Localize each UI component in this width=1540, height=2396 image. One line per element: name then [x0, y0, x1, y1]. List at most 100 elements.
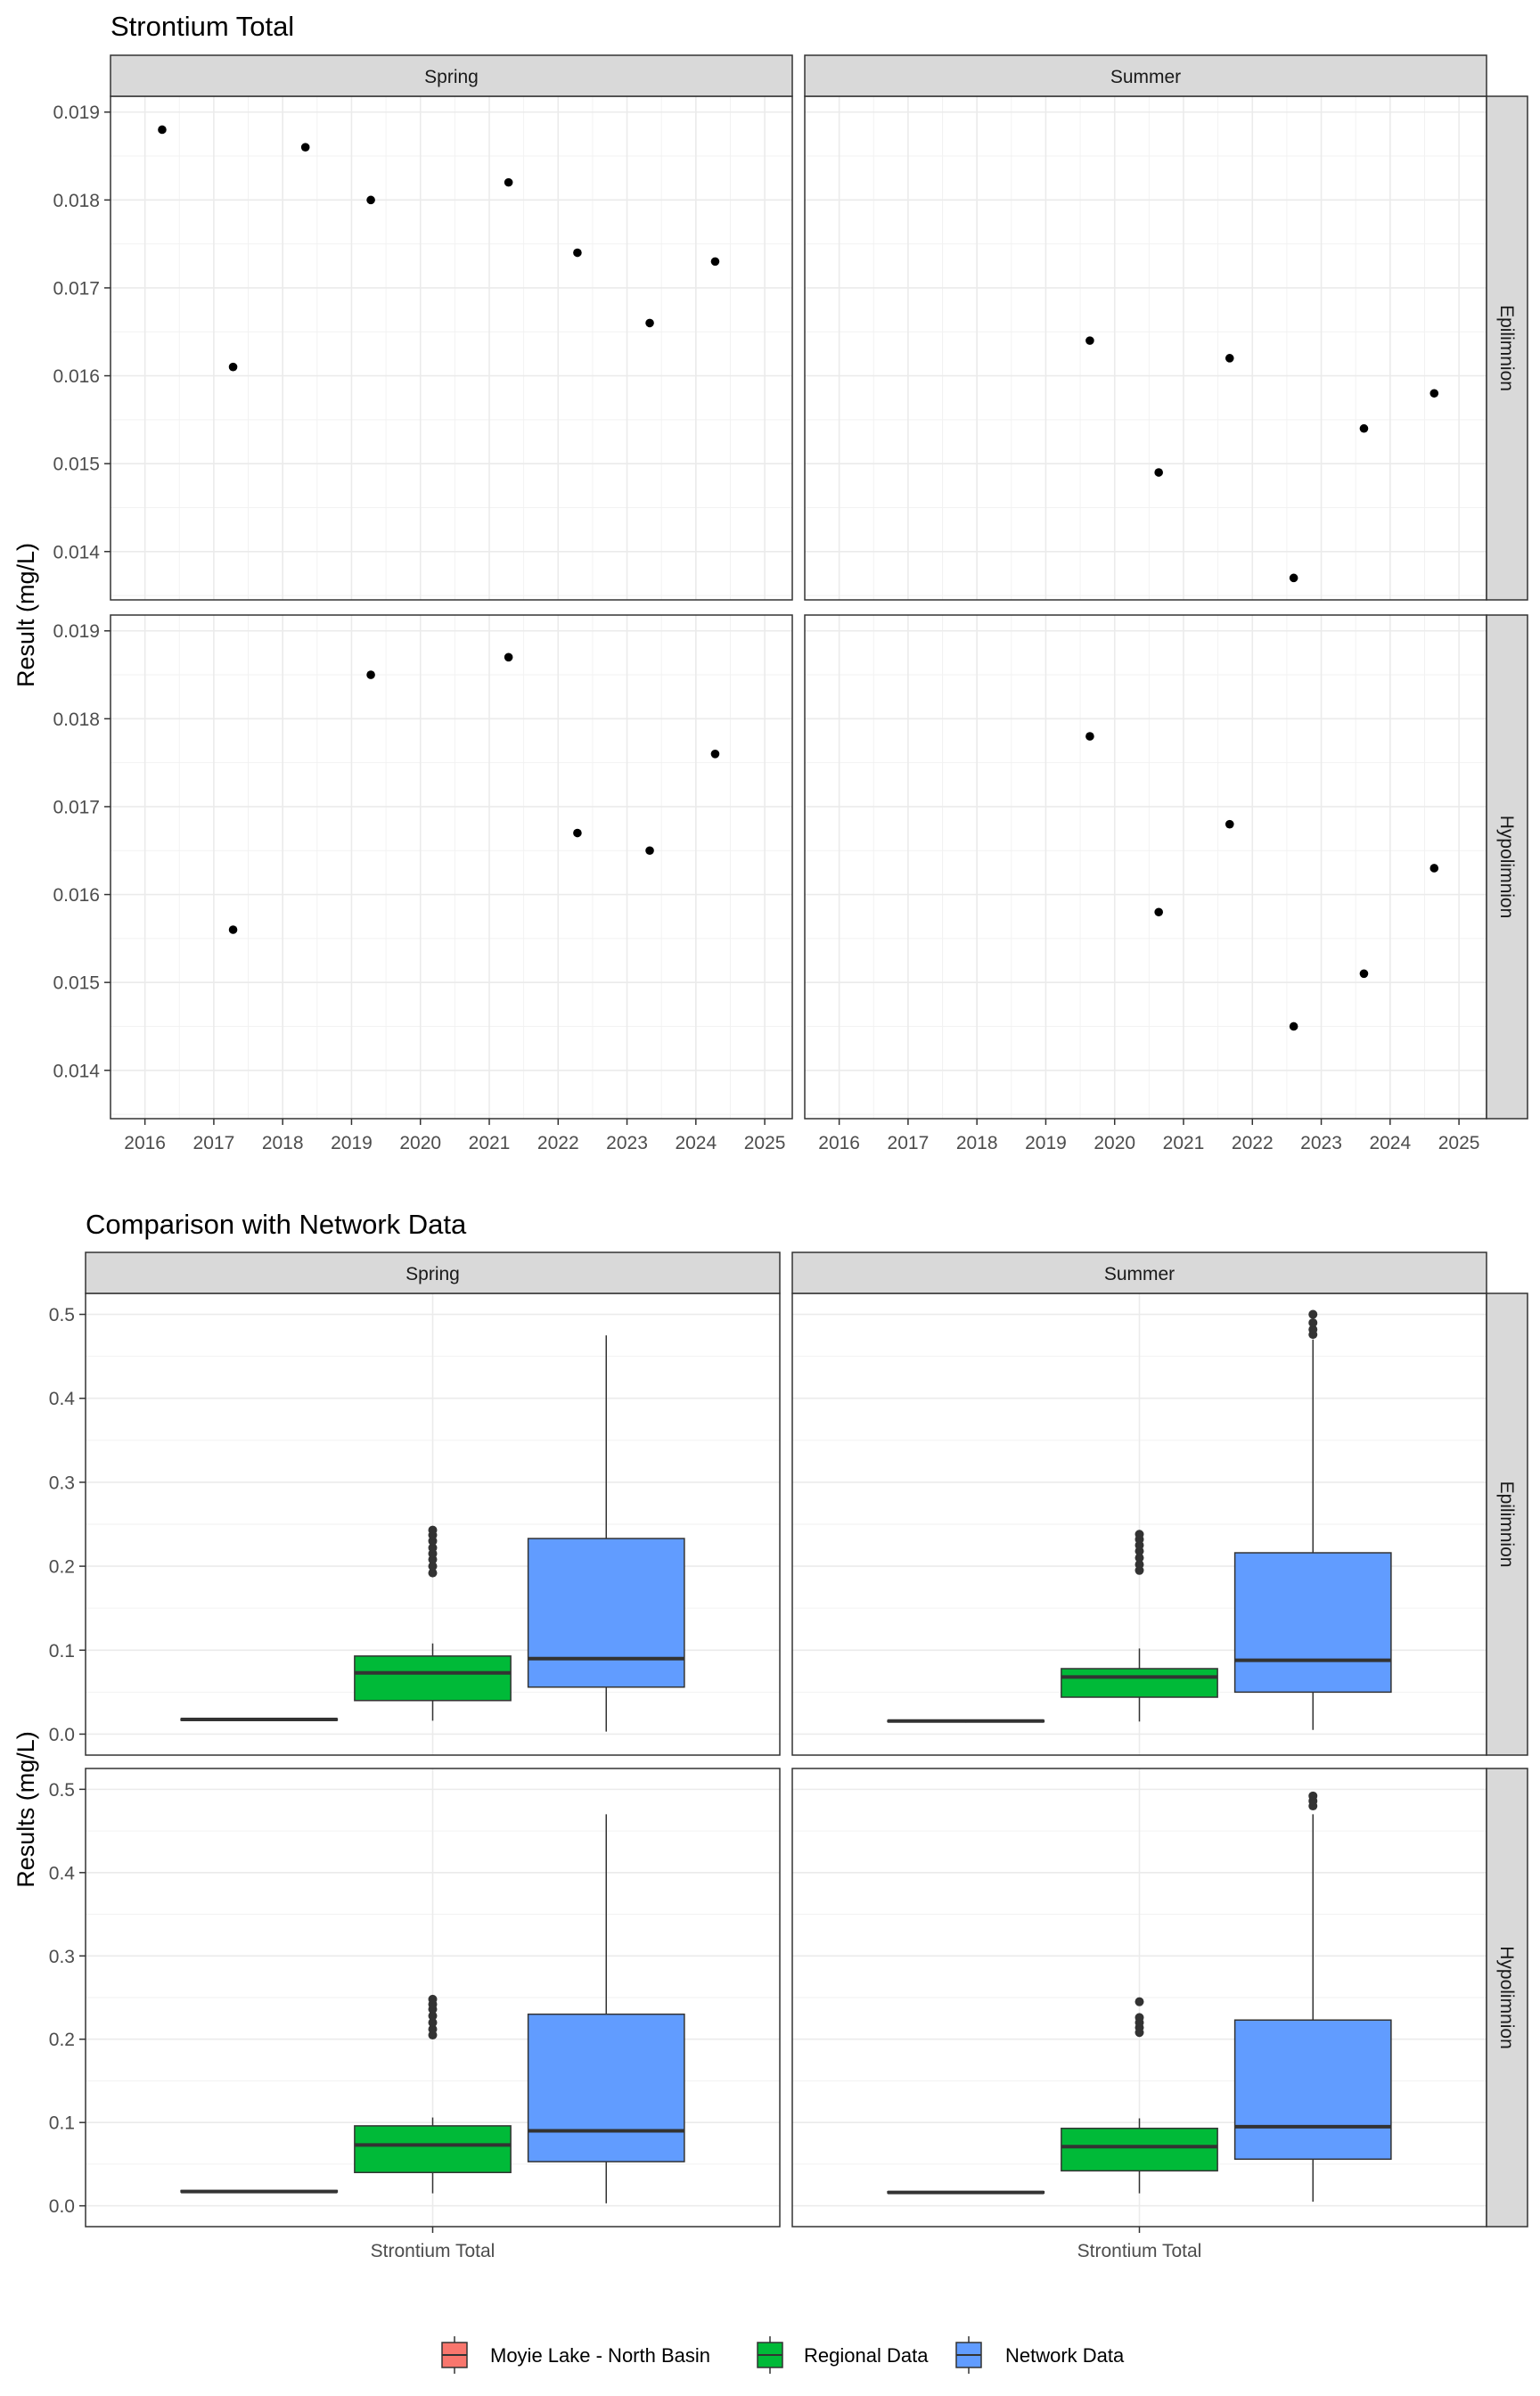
y-tick-label: 0.2 [49, 1557, 75, 1578]
box-iqr [1233, 2019, 1392, 2161]
legend-label-moyie-lake: Moyie Lake - North Basin [490, 2344, 710, 2367]
data-point [1429, 389, 1439, 398]
data-point [1225, 354, 1234, 363]
y-tick-label: 0.017 [53, 797, 100, 817]
legend-label-regional-data: Regional Data [804, 2344, 929, 2367]
box-strip-epilimnion-label: Epilimnion [1496, 1481, 1517, 1568]
box-strip-summer: Summer [791, 1251, 1487, 1294]
x-tick-label: 2025 [1438, 1133, 1480, 1153]
strip-hypolimnion: Hypolimnion [1486, 614, 1528, 1120]
x-tick-label: 2022 [537, 1133, 579, 1153]
data-point [366, 670, 375, 679]
box-iqr [354, 2125, 512, 2174]
data-point [710, 749, 720, 759]
data-point [366, 195, 375, 205]
box-network-data [1233, 1791, 1392, 2202]
data-point [1154, 468, 1163, 477]
x-tick-label: 2022 [1232, 1133, 1274, 1153]
y-tick-label: 0.018 [53, 191, 100, 211]
strip-summer-label: Summer [1110, 67, 1181, 87]
data-point [1085, 732, 1094, 741]
scatter-panel-spring-epilimnion [110, 95, 793, 601]
x-tick-label: 2025 [744, 1133, 786, 1153]
outlier-point [1135, 1530, 1144, 1539]
y-tick-label: 0.019 [53, 103, 100, 123]
data-point [573, 248, 582, 258]
box-x-tick-right: Strontium Total [1077, 2227, 1202, 2261]
y-tick-label: 0.016 [53, 885, 100, 906]
scatter-x-ticks-right: 2016 2017 2018 2019 2020 2021 2022 2023 2024 2025 [818, 1119, 1479, 1153]
outlier-point [1135, 1560, 1144, 1570]
y-tick-label: 0.015 [53, 455, 100, 475]
x-tick-label: 2018 [956, 1133, 998, 1153]
box-x-tick-label: Strontium Total [371, 2241, 496, 2261]
box-strip-summer-label: Summer [1104, 1264, 1175, 1284]
x-tick-label: 2020 [399, 1133, 441, 1153]
outlier-point [428, 1562, 438, 1571]
box-moyie-lake-north-basin [180, 1717, 339, 1721]
box-strip-epilimnion: Epilimnion [1486, 1292, 1528, 1756]
data-point [1154, 907, 1163, 917]
scatter-panel-spring-hypolimnion [110, 614, 793, 1120]
data-point [228, 362, 238, 372]
y-tick-label: 0.1 [49, 2113, 75, 2134]
data-point [300, 143, 310, 152]
y-tick-label: 0.2 [49, 2030, 75, 2050]
scatter-chart-title: Strontium Total [111, 11, 294, 42]
y-tick-label: 0.5 [49, 1305, 75, 1325]
x-tick-label: 2019 [331, 1133, 373, 1153]
x-tick-label: 2023 [606, 1133, 648, 1153]
scatter-x-ticks-left: 2016 2017 2018 2019 2020 2021 2022 2023 2024 2025 [124, 1119, 785, 1153]
box-iqr [1061, 2127, 1218, 2172]
scatter-y-ticks-top: 0.014 0.015 0.016 0.017 0.018 0.019 [53, 103, 111, 562]
y-tick-label: 0.3 [49, 1473, 75, 1493]
strip-spring: Spring [110, 54, 793, 97]
box-x-tick-label: Strontium Total [1077, 2241, 1202, 2261]
outlier-point [1135, 1553, 1144, 1563]
box-x-tick-left: Strontium Total [371, 2227, 496, 2261]
box-panel-summer-epilimnion [791, 1292, 1487, 1756]
y-tick-label: 0.3 [49, 1947, 75, 1967]
outlier-point [1135, 1997, 1144, 2006]
x-tick-label: 2017 [888, 1133, 930, 1153]
legend-item-moyie-lake: Moyie Lake - North Basin [438, 2336, 710, 2374]
box-panel-summer-hypolimnion [791, 1768, 1487, 2228]
data-point [1225, 819, 1234, 829]
box-iqr [1233, 1552, 1392, 1694]
box-strip-spring-label: Spring [405, 1264, 460, 1284]
data-point [1359, 423, 1369, 433]
outlier-point [1308, 1791, 1318, 1801]
legend-label-network-data: Network Data [1005, 2344, 1125, 2367]
scatter-y-axis-label: Result (mg/L) [12, 543, 39, 687]
y-tick-label: 0.014 [53, 1061, 100, 1081]
data-point [710, 257, 720, 267]
x-tick-label: 2023 [1300, 1133, 1342, 1153]
data-point [228, 925, 238, 934]
data-point [1289, 1022, 1298, 1031]
y-tick-label: 0.5 [49, 1780, 75, 1801]
box-network-data [1233, 1309, 1392, 1730]
x-tick-label: 2016 [124, 1133, 166, 1153]
box-panel-spring-hypolimnion [85, 1768, 781, 2228]
y-tick-label: 0.1 [49, 1641, 75, 1662]
y-tick-label: 0.018 [53, 710, 100, 730]
outlier-point [428, 1994, 438, 2004]
scatter-panel-summer-epilimnion [804, 95, 1487, 601]
strip-hypolimnion-label: Hypolimnion [1496, 816, 1517, 919]
x-tick-label: 2020 [1094, 1133, 1135, 1153]
data-point [504, 177, 513, 187]
x-tick-label: 2018 [262, 1133, 304, 1153]
data-point [158, 125, 167, 135]
box-strip-spring: Spring [85, 1251, 781, 1294]
strip-epilimnion: Epilimnion [1486, 95, 1528, 601]
box-strip-hypolimnion-label: Hypolimnion [1496, 1946, 1517, 2049]
x-tick-label: 2024 [675, 1133, 717, 1153]
box-moyie-lake-north-basin [180, 2189, 339, 2194]
y-tick-label: 0.014 [53, 542, 100, 562]
strip-summer: Summer [804, 54, 1487, 97]
x-tick-label: 2021 [469, 1133, 511, 1153]
box-regional-data [354, 1994, 512, 2194]
outlier-point [1308, 1309, 1318, 1319]
y-tick-label: 0.0 [49, 2196, 75, 2217]
